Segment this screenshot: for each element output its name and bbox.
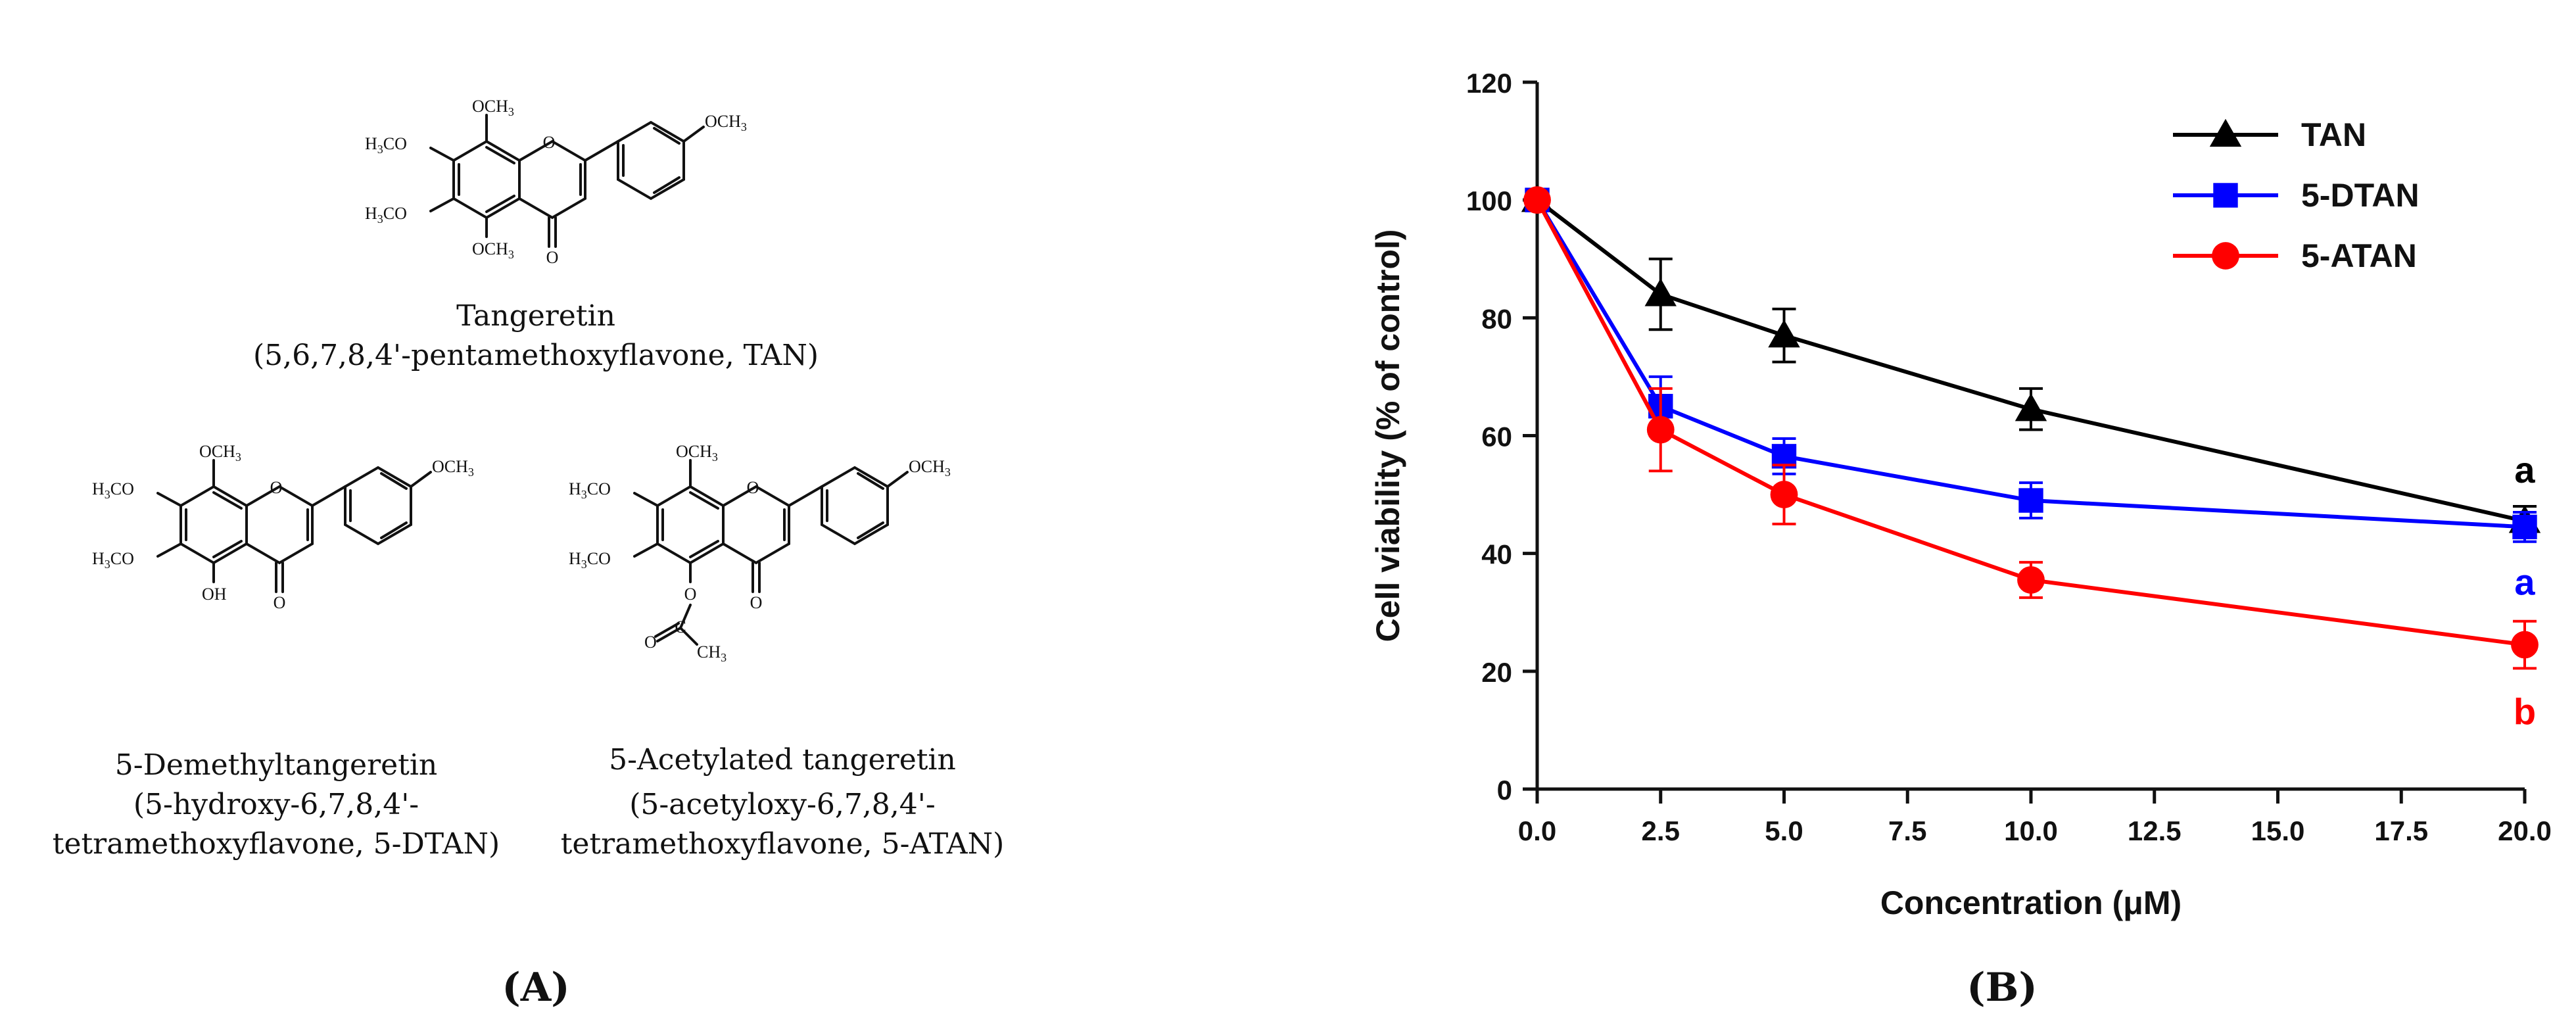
series-layer [1521, 183, 2541, 670]
panel-a: O O OCH3 H3CO H3CO OCH3 OCH3 Tangeretin … [53, 97, 1004, 1011]
chart-axes: 0 20 40 60 80 100 120 0.0 2.5 5.0 7.5 10.0 12.5 15.0 1… [1466, 68, 2552, 846]
svg-text:OCH3: OCH3 [909, 457, 951, 479]
svg-text:CH3: CH3 [697, 642, 727, 664]
data-point [1523, 186, 1551, 214]
x-tick-label: 15.0 [2251, 815, 2305, 846]
svg-text:O: O [644, 633, 657, 652]
legend-label: TAN [2301, 116, 2366, 153]
series-5-dtan [1525, 187, 2537, 543]
y-tick-label: 100 [1466, 185, 1512, 216]
data-point [2017, 566, 2045, 594]
data-point [1768, 320, 1800, 348]
y-axis-label: Cell viability (% of control) [1370, 229, 1406, 642]
svg-text:H3CO: H3CO [569, 549, 611, 571]
data-point [1644, 278, 1677, 306]
legend-marker [2212, 242, 2239, 270]
ring-oxygen: O [543, 133, 556, 152]
ester-oxygen: O [684, 585, 697, 604]
significance-annotations: a a b [2514, 449, 2536, 732]
x-tick-label: 20.0 [2498, 815, 2552, 846]
data-point [1646, 416, 1675, 444]
significance-letter: a [2514, 449, 2535, 491]
data-point [2512, 514, 2537, 540]
svg-text:H3CO: H3CO [92, 549, 134, 571]
legend-marker [2213, 183, 2238, 208]
svg-text:OCH3: OCH3 [199, 442, 241, 464]
chart-legend: TAN 5-DTAN 5-ATAN [2173, 116, 2420, 274]
svg-text:OCH3: OCH3 [432, 457, 474, 479]
carbonyl-oxygen: O [546, 248, 559, 267]
legend-label: 5-ATAN [2301, 237, 2417, 274]
x-tick-label: 2.5 [1642, 815, 1680, 846]
svg-text:O: O [274, 593, 286, 612]
x-tick-label: 5.0 [1765, 815, 1803, 846]
tangeretin-structure: O O OCH3 H3CO H3CO OCH3 OCH3 [365, 97, 747, 267]
svg-text:H3CO: H3CO [365, 204, 407, 226]
svg-text:H3CO: H3CO [92, 479, 134, 501]
svg-text:OCH3: OCH3 [676, 442, 718, 464]
y-tick-label: 80 [1481, 303, 1512, 334]
svg-text:(5-acetyloxy-6,7,8,4'-: (5-acetyloxy-6,7,8,4'- [629, 788, 935, 821]
y-tick-label: 40 [1481, 539, 1512, 570]
svg-text:OCH3: OCH3 [705, 112, 747, 133]
acetylated-tangeretin-name: 5-Acetylated tangeretin [609, 743, 956, 777]
demethyltangeretin-structure: O O OCH3 H3CO H3CO OH OCH3 [92, 442, 474, 612]
tangeretin-description: (5,6,7,8,4'-pentamethoxyflavone, TAN) [253, 339, 819, 372]
svg-text:C: C [675, 617, 686, 637]
y-tick-label: 20 [1481, 657, 1512, 688]
legend-label: 5-DTAN [2301, 177, 2420, 214]
svg-text:tetramethoxyflavone, 5-ATAN): tetramethoxyflavone, 5-ATAN) [561, 827, 1005, 861]
x-axis-label: Concentration (μM) [1880, 884, 2182, 921]
data-point [1770, 481, 1798, 508]
data-point [2015, 393, 2047, 421]
y-tick-label: 0 [1497, 775, 1512, 806]
svg-text:tetramethoxyflavone, 5-DTAN): tetramethoxyflavone, 5-DTAN) [53, 827, 500, 861]
demethyltangeretin-name: 5-Demethyltangeretin [115, 748, 438, 782]
x-tick-label: 0.0 [1518, 815, 1556, 846]
series-5-atan [1523, 186, 2539, 670]
y-tick-label: 60 [1481, 421, 1512, 452]
svg-text:O: O [747, 478, 759, 497]
x-tick-label: 17.5 [2374, 815, 2428, 846]
svg-text:OCH3: OCH3 [472, 239, 514, 261]
x-tick-label: 12.5 [2128, 815, 2182, 846]
legend-marker [2209, 118, 2242, 147]
y-tick-label: 120 [1466, 68, 1512, 99]
hydroxyl-group: OH [202, 585, 227, 604]
x-tick-label: 7.5 [1888, 815, 1926, 846]
svg-text:O: O [750, 593, 763, 612]
svg-text:(5-hydroxy-6,7,8,4'-: (5-hydroxy-6,7,8,4'- [133, 788, 419, 821]
panel-a-label: (A) [502, 965, 569, 1011]
svg-text:OCH3: OCH3 [472, 97, 514, 118]
significance-letter: a [2514, 561, 2535, 602]
tangeretin-name: Tangeretin [456, 299, 615, 333]
data-point [2511, 631, 2539, 659]
panel-b-label: (B) [1967, 965, 2038, 1011]
svg-text:H3CO: H3CO [569, 479, 611, 501]
data-point [2018, 488, 2043, 513]
significance-letter: b [2514, 690, 2536, 732]
svg-text:O: O [270, 478, 283, 497]
svg-text:H3CO: H3CO [365, 134, 407, 156]
acetylated-tangeretin-structure: O O OCH3 H3CO H3CO O O C CH3 OCH3 [569, 442, 951, 664]
cell-viability-chart: 0 20 40 60 80 100 120 0.0 2.5 5.0 7.5 10.0 12.5 15.0 1… [1370, 68, 2552, 921]
x-tick-label: 10.0 [2004, 815, 2058, 846]
